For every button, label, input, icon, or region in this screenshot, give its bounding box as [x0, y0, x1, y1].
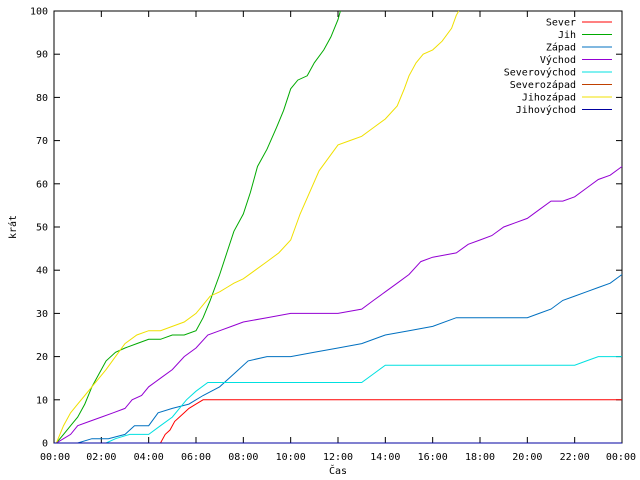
y-tick-label: 40: [36, 266, 48, 277]
series-line-3: [56, 166, 623, 444]
legend-label-5: Severozápad: [510, 79, 576, 91]
x-tick-label: 12:00: [323, 452, 353, 463]
x-tick-label: 02:00: [86, 452, 116, 463]
series-line-2: [77, 274, 623, 444]
y-tick-label: 90: [36, 50, 48, 61]
series-lines: [54, 10, 623, 444]
x-tick-label: 06:00: [181, 452, 211, 463]
x-tick-label: 04:00: [134, 452, 164, 463]
x-tick-label: 14:00: [370, 452, 400, 463]
legend-label-2: Západ: [546, 42, 576, 54]
x-axis-label: Čas: [329, 464, 347, 477]
y-tick-label: 100: [30, 7, 48, 18]
y-tick-label: 60: [36, 179, 48, 190]
legend: SeverJihZápadVýchodSeverovýchodSeverozáp…: [504, 18, 612, 116]
legend-label-4: Severovýchod: [504, 67, 576, 79]
series-line-1: [56, 10, 341, 444]
x-tick-label: 00:00: [40, 452, 70, 463]
x-tick-label: 10:00: [276, 452, 306, 463]
legend-label-7: Jihovýchod: [516, 104, 576, 116]
y-axis-label: krát: [7, 215, 19, 239]
x-tick-label: 22:00: [560, 452, 590, 463]
x-tick-label: 00:00: [606, 452, 636, 463]
y-tick-label: 70: [36, 136, 48, 147]
axis-ticks: 0 10 20 30 40 50 60 70 80 90 100 00:00 02:00 04:00 06:…: [30, 7, 636, 464]
series-line-4: [105, 356, 622, 444]
legend-label-0: Sever: [546, 18, 576, 29]
x-tick-label: 16:00: [418, 452, 448, 463]
x-tick-label: 18:00: [465, 452, 495, 463]
series-line-0: [160, 399, 622, 444]
legend-label-1: Jih: [558, 30, 576, 41]
legend-label-6: Jihozápad: [522, 92, 576, 104]
x-tick-label: 20:00: [512, 452, 542, 463]
x-tick-label: 08:00: [228, 452, 258, 463]
y-tick-label: 20: [36, 352, 48, 363]
y-tick-label: 50: [36, 223, 48, 234]
y-tick-label: 30: [36, 309, 48, 320]
series-line-6: [55, 10, 460, 444]
y-tick-label: 80: [36, 93, 48, 104]
y-tick-label: 10: [36, 395, 48, 406]
legend-label-3: Východ: [540, 54, 576, 66]
y-tick-label: 0: [42, 439, 48, 450]
